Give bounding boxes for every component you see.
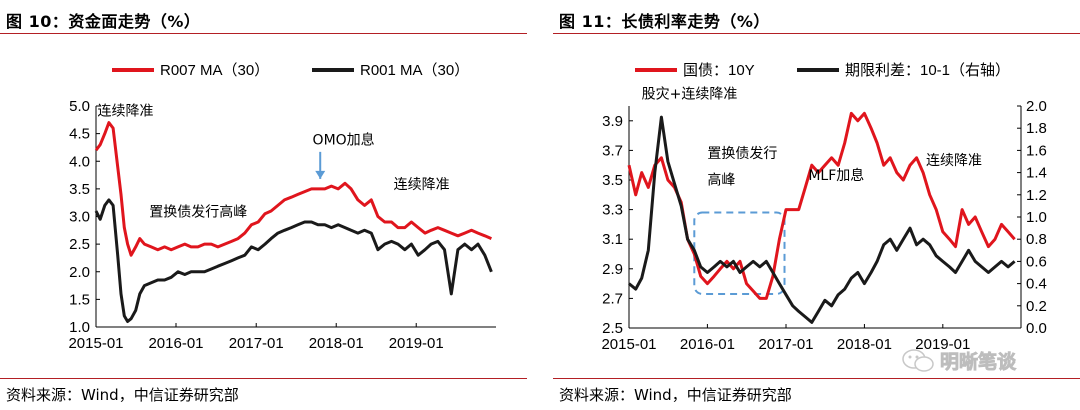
y2-tick-label: 1.6: [1026, 142, 1047, 159]
x-tick-label: 2015-01: [601, 336, 656, 353]
figure-title: 图 11：长债利率走势（%）: [559, 12, 770, 31]
y-tick-label: 4.0: [69, 153, 90, 170]
y-tick-label: 5.0: [69, 98, 90, 115]
y-tick-label: 2.0: [69, 264, 90, 281]
y2-tick-label: 0.8: [1026, 231, 1047, 248]
y-tick-label: 3.5: [69, 181, 90, 198]
title-rule: [553, 33, 1080, 34]
y-tick-label: 3.7: [602, 142, 623, 159]
axes: 2.5 2.7 2.9 3.1 3.3 3.5 3.7 3.9 0.0 0.2 0.4 0.6 0.8 1…: [601, 98, 1046, 353]
y2-tick-label: 2.0: [1026, 98, 1047, 115]
x-tick-label: 2019-01: [915, 336, 970, 353]
x-tick-label: 2018-01: [837, 336, 892, 353]
long-bond-chart: 国债：10Y 期限利差：10-1（右轴） 2.5 2.7 2.9 3.1 3.3 3.5 3.7…: [601, 62, 1046, 353]
x-tick-label: 2019-01: [389, 335, 444, 352]
figure-10-panel: 图 10：资金面走势（%） R007 MA（30） R001 MA（30） 1.0 1…: [0, 0, 527, 410]
y-tick-label: 3.0: [69, 209, 90, 226]
y-tick-label: 1.5: [69, 291, 90, 308]
x-tick-label: 2015-01: [68, 335, 123, 352]
y-tick-label: 2.7: [602, 290, 623, 307]
legend-label: R001 MA（30）: [360, 62, 469, 79]
y-tick-label: 2.9: [602, 261, 623, 278]
y2-tick-label: 1.0: [1026, 209, 1047, 226]
watermark-text: 明晰笔谈: [940, 350, 1017, 373]
y-tick-label: 4.5: [69, 126, 90, 143]
x-tick-label: 2018-01: [309, 335, 364, 352]
y-tick-label: 2.5: [69, 236, 90, 253]
source-note: 资料来源：Wind，中信证券研究部: [559, 386, 792, 404]
y2-tick-label: 1.2: [1026, 187, 1047, 204]
source-rule: [0, 378, 527, 379]
source-rule: [553, 378, 1080, 379]
y-tick-label: 3.9: [602, 113, 623, 130]
arrow-head: [315, 170, 326, 179]
figure-title: 图 10：资金面走势（%）: [6, 12, 201, 31]
annotation: OMO加息: [313, 132, 375, 149]
x-tick-label: 2017-01: [229, 335, 284, 352]
series-line: [94, 121, 492, 257]
y-tick-label: 3.3: [602, 202, 623, 219]
highlight-box: [693, 211, 786, 295]
legend: R007 MA（30） R001 MA（30）: [112, 62, 469, 79]
wechat-icon: [902, 349, 934, 372]
y-tick-label: 2.5: [602, 320, 623, 337]
funding-chart: R007 MA（30） R001 MA（30） 1.0 1.5 2.0 2.5 3.0 3.5…: [68, 62, 496, 352]
watermark: 明晰笔谈: [902, 349, 1017, 373]
x-tick-label: 2016-01: [148, 335, 203, 352]
y2-tick-label: 0.6: [1026, 253, 1047, 270]
y-tick-label: 1.0: [69, 319, 90, 336]
y2-tick-label: 0.2: [1026, 298, 1047, 315]
figure-11-panel: 图 11：长债利率走势（%） 国债：10Y 期限利差：10-1（右轴） 2.5 2.7…: [553, 0, 1080, 410]
source-note: 资料来源：Wind，中信证券研究部: [6, 386, 239, 404]
x-tick-label: 2016-01: [680, 336, 735, 353]
legend-label: 国债：10Y: [683, 62, 755, 79]
y2-tick-label: 1.4: [1026, 165, 1047, 182]
annotation: 股灾+连续降准: [642, 86, 738, 103]
legend-label: 期限利差：10-1（右轴）: [845, 62, 1010, 79]
annotation: 置换债发行: [707, 145, 777, 162]
annotation: MLF加息: [808, 167, 864, 184]
title-rule: [0, 33, 527, 34]
legend-label: R007 MA（30）: [160, 62, 269, 79]
annotation: 连续降准: [98, 102, 154, 119]
annotation: 高峰: [707, 171, 735, 188]
series-line: [628, 115, 1016, 324]
annotation: 置换债发行高峰: [149, 204, 247, 221]
series-line: [94, 198, 493, 323]
annotation: 连续降准: [926, 152, 982, 169]
y-tick-label: 3.1: [602, 231, 623, 248]
axes: 1.0 1.5 2.0 2.5 3.0 3.5 4.0 4.5 5.0 2015-01 2016-0…: [68, 98, 496, 352]
x-tick-label: 2017-01: [758, 336, 813, 353]
y2-tick-label: 0.4: [1026, 276, 1047, 293]
y2-tick-label: 0.0: [1026, 320, 1047, 337]
annotation: 连续降准: [394, 176, 450, 193]
legend: 国债：10Y 期限利差：10-1（右轴）: [635, 62, 1010, 79]
y-tick-label: 3.5: [602, 172, 623, 189]
y2-tick-label: 1.8: [1026, 120, 1047, 137]
